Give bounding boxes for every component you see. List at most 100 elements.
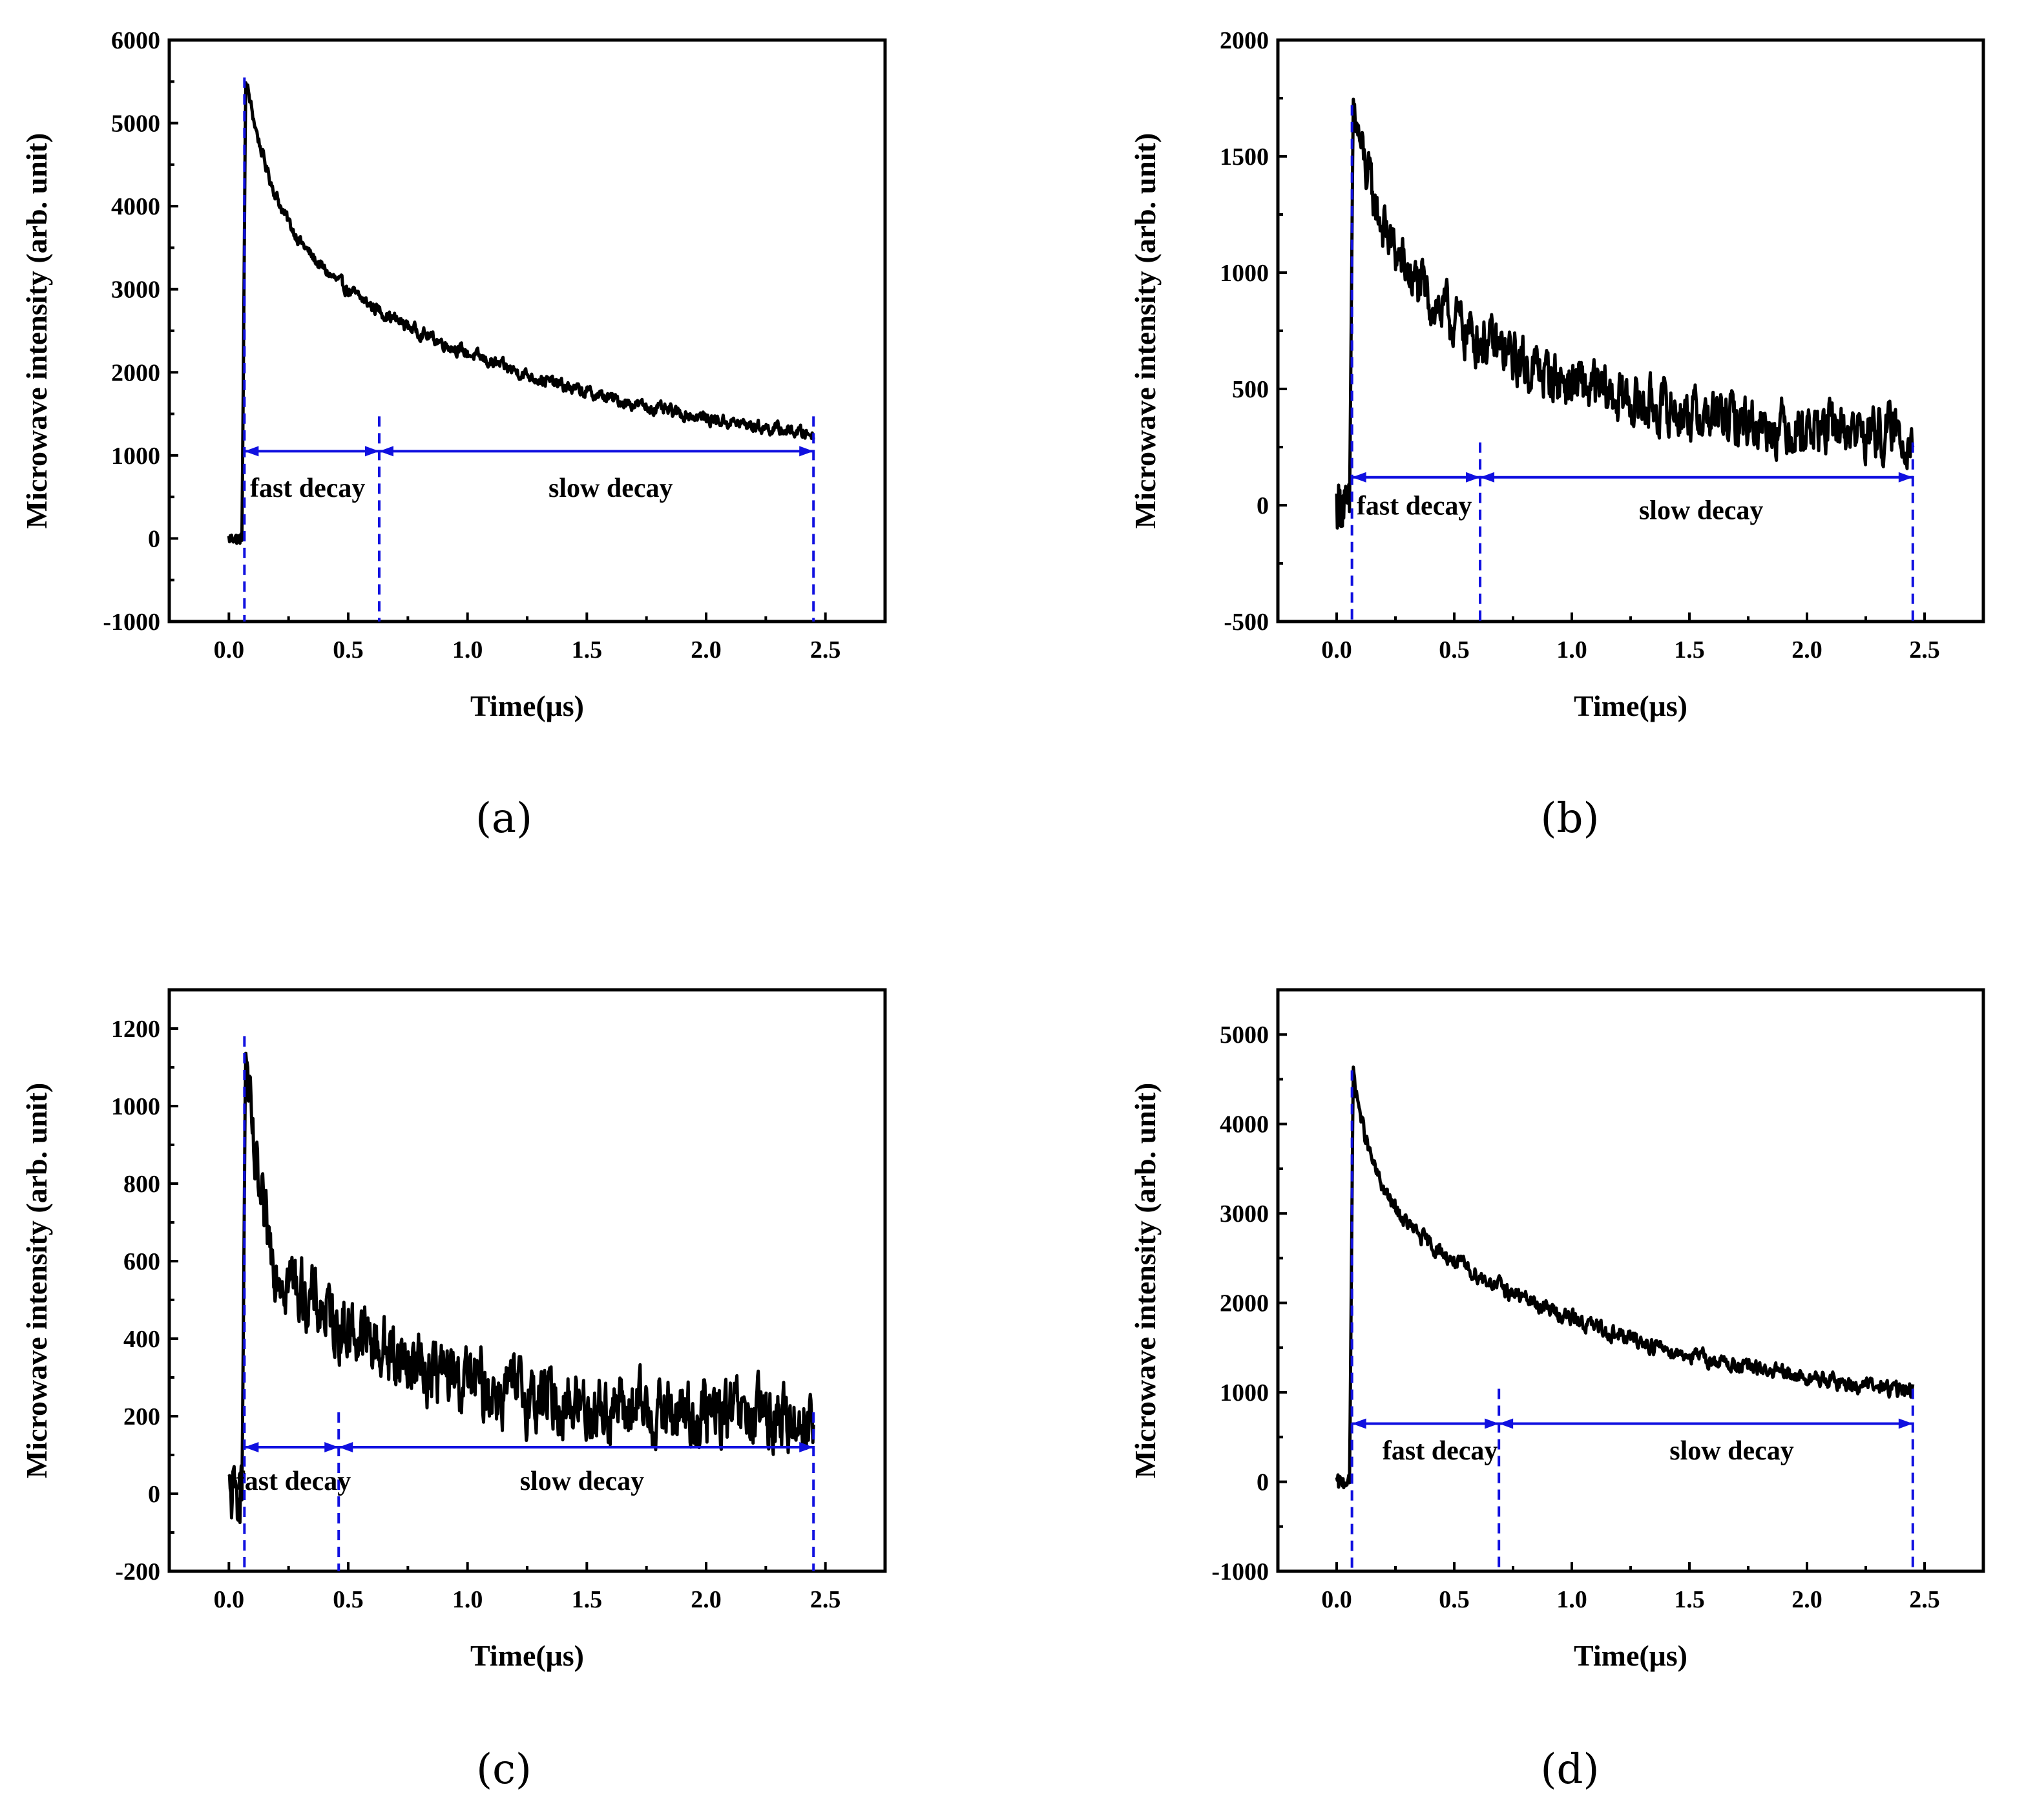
panel-a: 0.0 0.5 1.0 1.5 2.0 2.5 -1000 0 1000 2000 3000 4000…: [20, 27, 887, 842]
x-axis-title: Time(μs): [1574, 689, 1687, 722]
y-tick-label: 500: [1232, 376, 1269, 403]
x-tick-label: 1.5: [1674, 1586, 1705, 1613]
y-tick-label: 800: [123, 1171, 160, 1198]
fast-decay-label: fast decay: [250, 474, 365, 503]
arrowhead-right: [799, 1442, 814, 1452]
x-tick-label: 1.0: [452, 1586, 483, 1613]
y-tick-label: 1200: [111, 1016, 160, 1043]
y-tick-label: 400: [123, 1326, 160, 1353]
fast-decay-label: fast decay: [1357, 491, 1472, 521]
x-tick-label: 2.0: [691, 1586, 722, 1613]
arrowhead-left: [379, 446, 394, 457]
x-axis-title: Time(μs): [470, 1639, 584, 1672]
y-tick-label: -1000: [1211, 1558, 1269, 1585]
plot-frame: [167, 38, 887, 623]
plot-frame: [1276, 988, 1985, 1573]
arrowhead-right: [324, 1442, 339, 1452]
y-tick-label: 0: [148, 1481, 160, 1508]
y-tick-label: 3000: [1220, 1200, 1269, 1228]
y-tick-label: 4000: [111, 193, 160, 220]
y-tick-label: 1000: [1220, 260, 1269, 287]
x-tick-label: 0.5: [333, 636, 364, 664]
x-tick-label: 0.5: [333, 1586, 364, 1613]
arrowhead-left: [339, 1442, 353, 1452]
arrowhead-right: [365, 446, 380, 457]
arrowhead-right: [799, 446, 814, 457]
arrowhead-right: [1898, 1418, 1913, 1429]
y-tick-label: -200: [115, 1558, 160, 1585]
y-tick-label: 1000: [111, 1093, 160, 1120]
slow-decay-label: slow decay: [1669, 1436, 1794, 1466]
x-tick-label: 1.5: [1674, 636, 1705, 664]
signal-trace: [1335, 98, 1915, 530]
x-tick-label: 1.0: [1556, 636, 1587, 664]
y-tick-label: 200: [123, 1403, 160, 1430]
x-tick-label: 2.5: [810, 1586, 841, 1613]
x-tick-label: 0.0: [214, 636, 245, 664]
arrowhead-left: [244, 446, 259, 457]
x-axis-title: Time(μs): [470, 689, 584, 722]
x-tick-label: 0.5: [1439, 636, 1470, 664]
x-axis-title: Time(μs): [1574, 1639, 1687, 1672]
y-tick-label: 2000: [111, 359, 160, 386]
x-tick-label: 2.0: [1791, 1586, 1822, 1613]
y-tick-label: 5000: [111, 110, 160, 138]
plot-frame: [1276, 38, 1985, 623]
y-tick-label: 5000: [1220, 1021, 1269, 1049]
y-axis-title: Microwave intensity (arb. unit): [1129, 1083, 1162, 1478]
signal-trace: [1335, 1065, 1915, 1490]
arrowhead-left: [1499, 1418, 1514, 1429]
arrowhead-right: [1485, 1418, 1499, 1429]
x-tick-label: 1.5: [572, 1586, 603, 1613]
y-tick-label: 0: [1257, 492, 1269, 519]
y-axis-title: Microwave intensity (arb. unit): [20, 133, 53, 528]
arrowhead-left: [1480, 472, 1495, 483]
x-tick-label: 0.0: [1321, 636, 1352, 664]
x-tick-label: 1.0: [1556, 1586, 1587, 1613]
y-tick-label: 0: [148, 525, 160, 552]
x-tick-label: 2.0: [1791, 636, 1822, 664]
slow-decay-label: slow decay: [548, 474, 673, 503]
panel-b: 0.0 0.5 1.0 1.5 2.0 2.5 -500 0 500 1000 1500 2000 fa…: [1129, 27, 1985, 842]
x-tick-label: 0.0: [214, 1586, 245, 1613]
y-tick-label: 1000: [111, 443, 160, 470]
y-tick-label: 1500: [1220, 143, 1269, 171]
panel-caption: (a): [475, 795, 532, 842]
slow-decay-label: slow decay: [1639, 496, 1764, 526]
arrowhead-left: [244, 1442, 259, 1452]
y-tick-label: 600: [123, 1248, 160, 1275]
panel-c: 0.0 0.5 1.0 1.5 2.0 2.5 -200 0 200 400 600 800 1000 1…: [20, 988, 887, 1794]
y-axis-title: Microwave intensity (arb. unit): [1129, 133, 1162, 528]
x-tick-label: 0.0: [1321, 1586, 1352, 1613]
fast-decay-label: fast decay: [1383, 1436, 1498, 1466]
arrowhead-left: [1352, 472, 1366, 483]
signal-trace: [227, 1051, 815, 1525]
x-tick-label: 2.5: [1909, 1586, 1940, 1613]
y-tick-label: 2000: [1220, 1290, 1269, 1317]
x-tick-label: 1.5: [572, 636, 603, 664]
arrowhead-right: [1466, 472, 1481, 483]
x-tick-label: 0.5: [1439, 1586, 1470, 1613]
y-axis-title: Microwave intensity (arb. unit): [20, 1083, 53, 1478]
x-tick-label: 1.0: [452, 636, 483, 664]
fast-decay-label: fast decay: [236, 1467, 351, 1496]
y-tick-label: -1000: [103, 609, 160, 636]
y-tick-label: -500: [1224, 609, 1269, 636]
x-tick-label: 2.0: [691, 636, 722, 664]
signal-trace: [227, 81, 815, 545]
y-tick-label: 1000: [1220, 1379, 1269, 1407]
panel-d: 0.0 0.5 1.0 1.5 2.0 2.5 -1000 0 1000 2000 3000 4000…: [1129, 988, 1985, 1794]
arrowhead-left: [1352, 1418, 1366, 1429]
panel-caption: (d): [1541, 1746, 1600, 1794]
y-tick-label: 0: [1257, 1469, 1269, 1496]
y-tick-label: 6000: [111, 27, 160, 54]
x-tick-label: 2.5: [1909, 636, 1940, 664]
panel-caption: (b): [1541, 795, 1600, 842]
arrowhead-right: [1898, 472, 1913, 483]
x-tick-label: 2.5: [810, 636, 841, 664]
slow-decay-label: slow decay: [520, 1467, 645, 1496]
y-tick-label: 3000: [111, 277, 160, 304]
y-tick-label: 4000: [1220, 1111, 1269, 1138]
panel-caption: (c): [476, 1746, 532, 1794]
